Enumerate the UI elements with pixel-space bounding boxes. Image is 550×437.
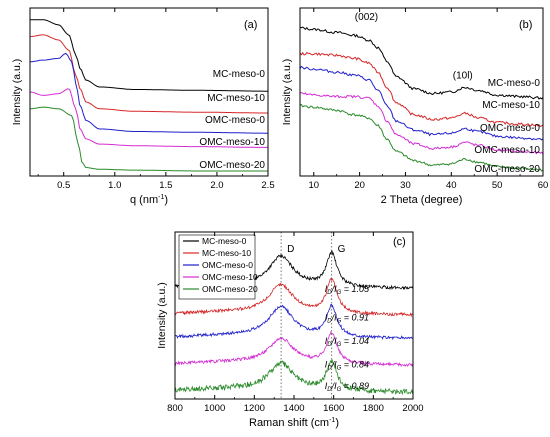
x-tick-label: 1200 — [244, 403, 265, 414]
series-line-MC-meso-10 — [29, 34, 268, 114]
ratio-label: ID/IG = 0.91 — [325, 313, 369, 325]
x-tick-label: 800 — [167, 403, 183, 414]
series-label: OMC-meso-20 — [199, 160, 265, 171]
x-tick-label: 1.0 — [108, 180, 121, 191]
x-tick-label: 1800 — [363, 403, 384, 414]
series-line-OMC-meso-10 — [29, 88, 268, 148]
x-axis-label: 2 Theta (degree) — [381, 194, 463, 206]
series-label: OMC-meso-0 — [205, 115, 265, 126]
peak-annotation: (10l) — [453, 70, 473, 81]
x-tick-label: 20 — [354, 180, 365, 191]
peak-marker-label: D — [287, 244, 294, 255]
series-line-MC-meso-10 — [175, 277, 414, 318]
legend: MC-meso-0 MC-meso-10 OMC-meso-0 OMC-meso-10… — [178, 234, 258, 300]
series-line-MC-meso-0 — [299, 26, 544, 100]
ratio-label: ID/IG = 0.84 — [325, 359, 369, 371]
x-tick-label: 40 — [446, 180, 457, 191]
series-label: OMC-meso-0 — [480, 123, 540, 134]
x-tick-label: 10 — [308, 180, 319, 191]
plot-frame — [299, 7, 544, 177]
x-tick-label: 1.5 — [159, 180, 172, 191]
series-line-MC-meso-0 — [30, 19, 268, 92]
legend-label: OMC-meso-0 — [202, 260, 253, 270]
series-line-OMC-meso-20 — [174, 359, 414, 396]
x-tick-label: 1400 — [283, 403, 304, 414]
y-axis-label: Intensity (a.u.) — [156, 282, 168, 349]
ratio-label: ID/IG = 1.05 — [325, 284, 370, 296]
series-label: MC-meso-0 — [213, 69, 266, 80]
series-label: OMC-meso-20 — [474, 164, 540, 175]
legend-label: OMC-meso-20 — [202, 284, 258, 294]
series-line-OMC-meso-20 — [29, 106, 268, 172]
y-axis-label: Intensity (a.u.) — [281, 59, 293, 126]
legend-box — [178, 234, 256, 300]
x-tick-label: 50 — [492, 180, 503, 191]
series-line-OMC-meso-20 — [299, 104, 544, 172]
series-line-OMC-meso-0 — [174, 303, 414, 341]
x-axis-label: Raman shift (cm-1) — [249, 417, 339, 429]
series-line-MC-meso-10 — [299, 51, 544, 128]
x-tick-label: 2.0 — [210, 180, 223, 191]
x-tick-label: 60 — [538, 180, 549, 191]
legend-label: MC-meso-0 — [202, 236, 247, 246]
peak-annotation: (002) — [355, 12, 378, 23]
chart-panel-b: 10 20 30 40 50 60 2 Theta (degree) Intensity (a… — [281, 7, 549, 206]
plot-frame — [29, 7, 269, 177]
series-line-OMC-meso-0 — [29, 52, 268, 134]
ratio-label: ID/IG = 1.04 — [325, 336, 369, 348]
panel-label: (b) — [519, 19, 532, 31]
y-axis-label: Intensity (a.u.) — [11, 59, 23, 126]
x-tick-label: 1600 — [323, 403, 344, 414]
series-label: OMC-meso-10 — [474, 145, 540, 156]
x-tick-label: 30 — [400, 180, 411, 191]
series-line-OMC-meso-10 — [299, 92, 544, 155]
panel-label: (a) — [244, 19, 257, 31]
legend-label: OMC-meso-10 — [202, 272, 258, 282]
x-tick-label: 0.5 — [57, 180, 70, 191]
series-label: MC-meso-0 — [488, 78, 541, 89]
x-tick-label: 1000 — [204, 403, 225, 414]
legend-label: MC-meso-10 — [202, 248, 251, 258]
series-label: MC-meso-10 — [482, 100, 540, 111]
series-label: MC-meso-10 — [207, 93, 265, 104]
chart-panel-a: 0.5 1.0 1.5 2.0 2.5 q (nm-1) Intensity (a.u.) (… — [11, 7, 275, 206]
series-label: OMC-meso-10 — [199, 137, 265, 148]
x-axis-label: q (nm-1) — [130, 194, 168, 206]
x-tick-label: 2000 — [402, 403, 423, 414]
peak-marker-label: G — [338, 244, 346, 255]
series-line-OMC-meso-0 — [299, 65, 544, 141]
chart-panel-c: D G ID/IG = 1.05 ID/IG = 0.91 ID/IG = 1.04 ID… — [156, 231, 424, 429]
panel-label: (c) — [393, 236, 406, 248]
x-tick-label: 2.5 — [261, 180, 274, 191]
series-line-OMC-meso-10 — [174, 330, 414, 368]
ratio-label: ID/IG = 0.89 — [325, 381, 369, 393]
